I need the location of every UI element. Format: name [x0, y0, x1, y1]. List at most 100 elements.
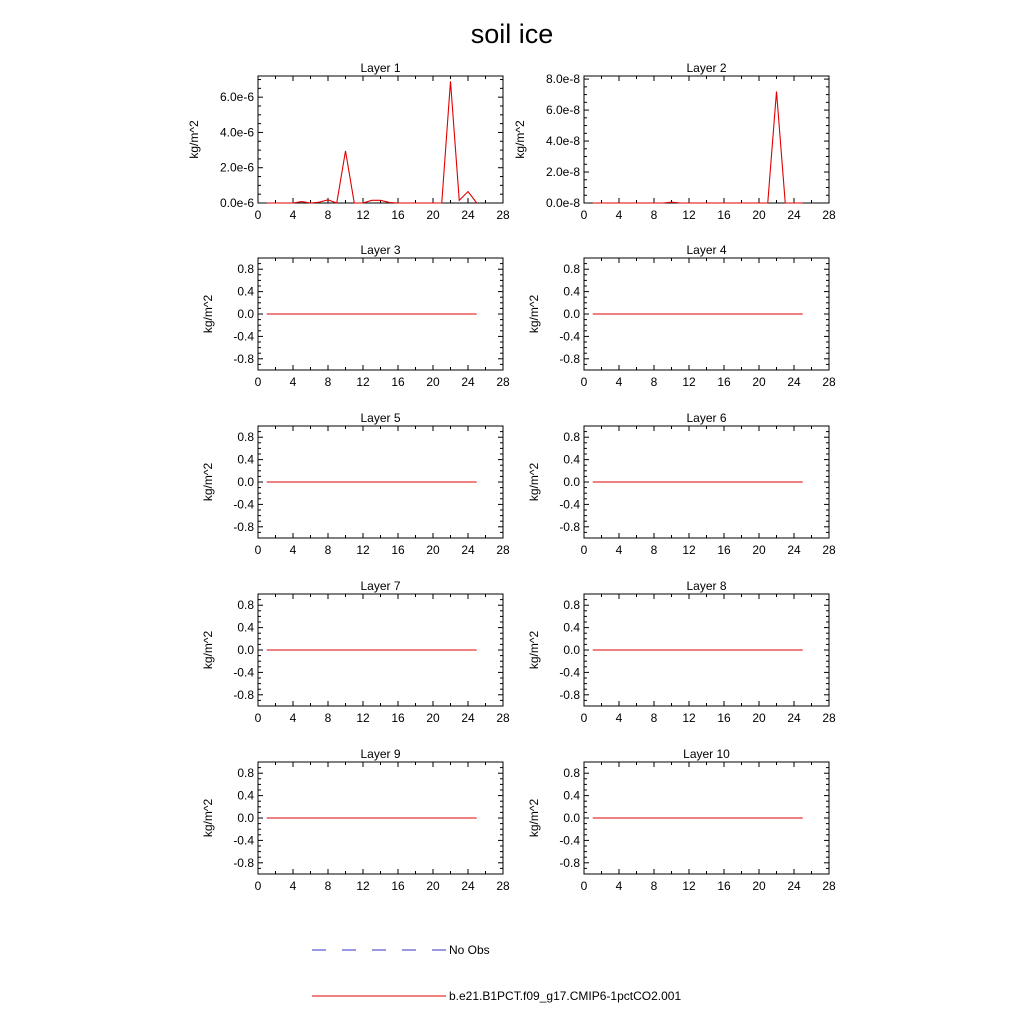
- panel-title: Layer 10: [683, 747, 730, 761]
- x-tick-label: 28: [822, 711, 836, 725]
- x-tick-label: 4: [290, 375, 297, 389]
- y-tick-label: -0.8: [559, 688, 580, 702]
- x-tick-label: 28: [496, 711, 510, 725]
- y-tick-label: -0.8: [233, 520, 254, 534]
- x-tick-label: 20: [426, 208, 440, 222]
- y-tick-label: 0.8: [237, 262, 254, 276]
- y-axis-label: kg/m^2: [201, 463, 215, 502]
- x-tick-label: 20: [752, 711, 766, 725]
- x-tick-label: 28: [822, 375, 836, 389]
- x-tick-label: 4: [616, 543, 623, 557]
- x-tick-label: 16: [717, 375, 731, 389]
- x-tick-label: 12: [356, 375, 370, 389]
- x-tick-label: 12: [682, 208, 696, 222]
- x-tick-label: 4: [290, 879, 297, 893]
- x-tick-label: 12: [356, 711, 370, 725]
- y-tick-label: -0.4: [559, 497, 580, 511]
- legend-label-no-obs: No Obs: [449, 943, 490, 957]
- panel-title: Layer 9: [360, 747, 400, 761]
- panel-title: Layer 7: [360, 579, 400, 593]
- x-tick-label: 20: [752, 375, 766, 389]
- y-tick-label: -0.8: [233, 688, 254, 702]
- y-tick-label: -0.4: [233, 497, 254, 511]
- x-tick-label: 8: [651, 375, 658, 389]
- figure-title: soil ice: [471, 19, 554, 49]
- y-axis-label: kg/m^2: [527, 799, 541, 838]
- y-tick-label: 0.4: [237, 453, 254, 467]
- x-tick-label: 24: [461, 879, 475, 893]
- panel-layer-9: Layer 9 0 4 8 12 16 20 24 28 -0.8 -0.4 0.0 0.4 0.8 kg/…: [201, 747, 510, 893]
- y-tick-label: 4.0e-8: [546, 134, 580, 148]
- x-tick-label: 4: [616, 879, 623, 893]
- y-tick-label: -0.8: [559, 352, 580, 366]
- x-tick-label: 12: [356, 543, 370, 557]
- y-tick-label: -0.8: [233, 856, 254, 870]
- series-line: [592, 91, 803, 204]
- y-tick-label: -0.4: [559, 833, 580, 847]
- y-tick-label: 0.4: [563, 453, 580, 467]
- x-tick-label: 20: [752, 208, 766, 222]
- y-axis-label: kg/m^2: [527, 295, 541, 334]
- y-tick-label: 6.0e-6: [220, 90, 254, 104]
- plot-frame: [583, 75, 830, 204]
- y-tick-label: 0.4: [237, 621, 254, 635]
- x-tick-label: 4: [616, 208, 623, 222]
- x-tick-label: 0: [255, 375, 262, 389]
- y-tick-label: 0.4: [237, 285, 254, 299]
- x-tick-label: 20: [426, 543, 440, 557]
- x-tick-label: 16: [391, 543, 405, 557]
- x-tick-label: 12: [356, 879, 370, 893]
- x-tick-label: 24: [787, 543, 801, 557]
- x-tick-label: 8: [651, 879, 658, 893]
- x-tick-label: 16: [391, 208, 405, 222]
- legend: No Obs b.e21.B1PCT.f09_g17.CMIP6-1pctCO2…: [312, 943, 681, 1003]
- y-tick-label: 0.8: [237, 598, 254, 612]
- x-tick-label: 16: [391, 375, 405, 389]
- y-tick-label: 0.8: [563, 598, 580, 612]
- x-tick-label: 20: [426, 375, 440, 389]
- y-tick-label: -0.4: [233, 833, 254, 847]
- x-tick-label: 28: [496, 543, 510, 557]
- x-tick-label: 8: [325, 879, 332, 893]
- y-tick-label: 2.0e-8: [546, 165, 580, 179]
- y-axis-label: kg/m^2: [201, 799, 215, 838]
- x-tick-label: 28: [496, 375, 510, 389]
- x-tick-label: 8: [325, 375, 332, 389]
- x-tick-label: 24: [787, 711, 801, 725]
- x-tick-label: 24: [787, 375, 801, 389]
- x-tick-label: 16: [391, 879, 405, 893]
- panels-grid: Layer 10 4 8 12 16 20 24 280.0e-62.0e-64.0e-66.…: [187, 61, 836, 893]
- x-tick-label: 28: [822, 208, 836, 222]
- x-tick-label: 24: [461, 543, 475, 557]
- x-tick-label: 16: [391, 711, 405, 725]
- y-tick-label: -0.8: [559, 856, 580, 870]
- y-tick-label: 0.0: [237, 307, 254, 321]
- x-tick-label: 16: [717, 879, 731, 893]
- x-tick-label: 20: [426, 879, 440, 893]
- y-tick-label: 0.8: [563, 262, 580, 276]
- y-tick-label: -0.8: [233, 352, 254, 366]
- x-tick-label: 28: [496, 879, 510, 893]
- panel-title: Layer 8: [686, 579, 726, 593]
- y-tick-label: 0.0: [563, 643, 580, 657]
- x-tick-label: 24: [787, 208, 801, 222]
- x-tick-label: 8: [325, 208, 332, 222]
- y-tick-label: -0.4: [233, 665, 254, 679]
- panel-title: Layer 6: [686, 411, 726, 425]
- x-tick-label: 28: [822, 879, 836, 893]
- x-tick-label: 24: [461, 208, 475, 222]
- y-tick-label: -0.4: [559, 665, 580, 679]
- y-tick-label: 0.0e-8: [546, 196, 580, 210]
- x-tick-label: 0: [255, 879, 262, 893]
- panel-title: Layer 1: [360, 61, 400, 75]
- y-tick-label: -0.4: [559, 329, 580, 343]
- x-tick-label: 12: [682, 543, 696, 557]
- panel-layer-5: Layer 5 0 4 8 12 16 20 24 28 -0.8 -0.4 0.0 0.4 0.8 kg/…: [201, 411, 510, 557]
- x-tick-label: 28: [822, 543, 836, 557]
- legend-label-model: b.e21.B1PCT.f09_g17.CMIP6-1pctCO2.001: [449, 989, 681, 1003]
- x-tick-label: 20: [752, 879, 766, 893]
- panel-layer-7: Layer 7 0 4 8 12 16 20 24 28 -0.8 -0.4 0.0 0.4 0.8 kg/…: [201, 579, 510, 725]
- x-tick-label: 24: [461, 711, 475, 725]
- x-tick-label: 0: [581, 375, 588, 389]
